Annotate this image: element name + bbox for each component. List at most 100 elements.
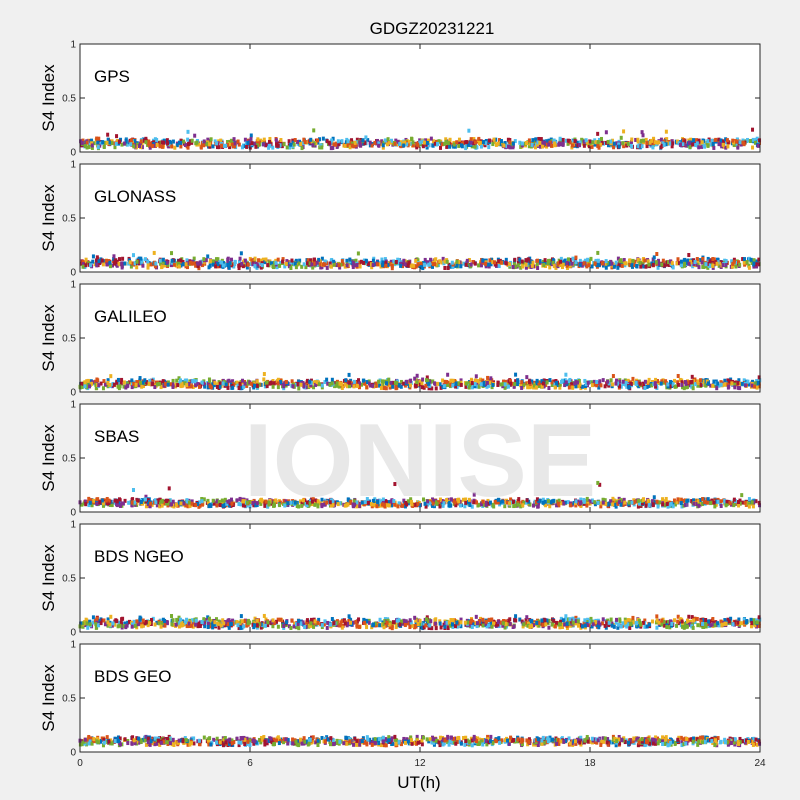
s4-point [671, 265, 675, 270]
s4-point [590, 380, 594, 385]
s4-point [190, 501, 194, 506]
s4-point [530, 384, 534, 389]
s4-point [629, 139, 633, 144]
s4-point [593, 142, 597, 147]
s4-point [554, 265, 558, 270]
s4-point [155, 503, 159, 508]
s4-point [585, 496, 589, 501]
s4-point [347, 372, 351, 377]
s4-point [499, 139, 503, 144]
y-tick-label: 0.5 [62, 94, 76, 105]
s4-point [451, 383, 455, 388]
s4-point [473, 261, 477, 266]
s4-point [190, 499, 194, 504]
s4-point [171, 378, 175, 383]
s4-point [412, 263, 416, 268]
s4-point [383, 257, 387, 262]
s4-point [474, 374, 478, 379]
s4-point [528, 141, 532, 146]
s4-point [567, 385, 571, 390]
s4-point [336, 139, 340, 144]
s4-point [692, 501, 696, 506]
s4-point [211, 144, 215, 149]
s4-point [393, 141, 397, 146]
s4-point [587, 623, 591, 628]
s4-point [706, 256, 710, 261]
s4-point [590, 264, 594, 269]
s4-point [179, 261, 183, 266]
s4-point [757, 500, 761, 505]
s4-point [415, 373, 419, 378]
s4-point [85, 379, 89, 384]
s4-point [461, 141, 465, 146]
s4-point [484, 500, 488, 505]
s4-point [202, 497, 206, 502]
y-tick-label: 0.5 [62, 454, 76, 465]
s4-point [200, 380, 204, 385]
s4-point [169, 502, 173, 507]
s4-point [340, 385, 344, 390]
s4-point [193, 133, 197, 138]
s4-point [400, 261, 404, 266]
s4-point [745, 137, 749, 142]
s4-point [454, 382, 458, 387]
s4-point [362, 258, 366, 263]
s4-point [208, 384, 212, 389]
s4-point [264, 143, 268, 148]
s4-point [747, 504, 751, 509]
s4-point [423, 501, 427, 506]
s4-point [669, 141, 673, 146]
s4-point [115, 499, 119, 504]
s4-point [477, 384, 481, 389]
s4-point [253, 256, 257, 261]
s4-point [598, 482, 602, 487]
s4-point [204, 618, 208, 623]
s4-point [448, 264, 452, 269]
s4-point [259, 260, 263, 265]
s4-point [719, 503, 723, 508]
s4-point [475, 381, 479, 386]
s4-point [431, 498, 435, 503]
s4-point [348, 145, 352, 150]
s4-point [656, 504, 660, 509]
s4-point [553, 385, 557, 390]
s4-point [405, 502, 409, 507]
s4-point [91, 259, 95, 264]
s4-point [395, 622, 399, 627]
s4-point [366, 138, 370, 143]
s4-point [413, 376, 417, 381]
s4-point [311, 497, 315, 502]
s4-point [513, 257, 517, 262]
s4-point [160, 503, 164, 508]
s4-point [578, 501, 582, 506]
s4-point [516, 378, 520, 383]
s4-point [692, 262, 696, 267]
s4-point [596, 480, 600, 485]
s4-point [536, 504, 540, 509]
s4-point [246, 262, 250, 267]
s4-point [330, 498, 334, 503]
s4-point [571, 616, 575, 621]
s4-point [736, 145, 740, 150]
s4-point [574, 384, 578, 389]
s4-point [160, 140, 164, 145]
s4-point [221, 381, 225, 386]
s4-point [724, 263, 728, 268]
s4-point [206, 615, 210, 620]
s4-point [108, 382, 112, 387]
s4-point [613, 498, 617, 503]
s4-point [102, 145, 106, 150]
s4-point [723, 258, 727, 263]
s4-point [276, 141, 280, 146]
s4-point [407, 260, 411, 265]
s4-point [196, 261, 200, 266]
s4-point [253, 500, 257, 505]
s4-point [503, 141, 507, 146]
s4-point [582, 621, 586, 626]
s4-point [545, 380, 549, 385]
s4-point [622, 258, 626, 263]
s4-point [405, 142, 409, 147]
s4-point [443, 624, 447, 629]
s4-point [323, 619, 327, 624]
